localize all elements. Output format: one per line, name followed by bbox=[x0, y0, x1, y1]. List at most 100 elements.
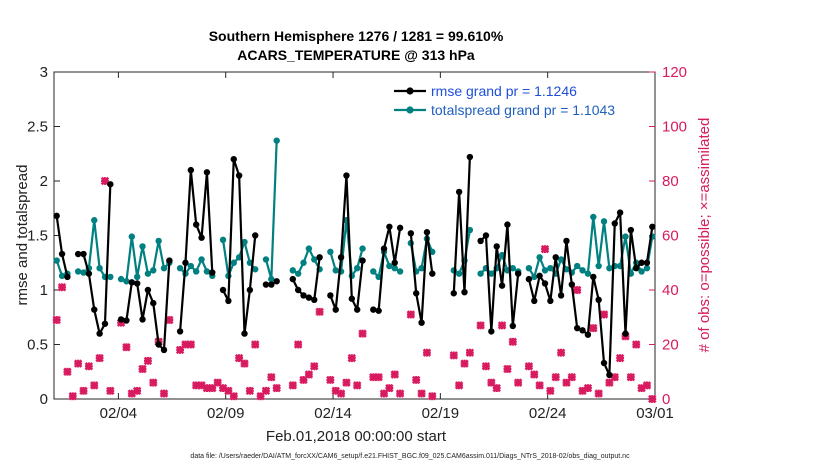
rmse-point bbox=[627, 226, 635, 234]
rmse-point bbox=[343, 172, 350, 179]
obs-marker bbox=[406, 310, 416, 319]
rmse-point bbox=[241, 330, 248, 337]
rmse-point bbox=[107, 181, 114, 188]
rmse-point bbox=[337, 254, 345, 261]
x-tick-label: 02/09 bbox=[207, 405, 245, 422]
obs-marker bbox=[122, 343, 131, 352]
totalspread-point bbox=[584, 270, 592, 277]
obs-marker bbox=[143, 356, 153, 366]
totalspread-point bbox=[230, 259, 237, 266]
rmse-point bbox=[150, 299, 157, 307]
rmse-point bbox=[252, 232, 259, 239]
rmse-point bbox=[316, 254, 323, 261]
obs-marker bbox=[310, 362, 319, 371]
totalspread-point bbox=[590, 213, 597, 221]
totalspread-point bbox=[477, 270, 484, 277]
rmse-point bbox=[643, 259, 651, 266]
y2-axis-label: # of obs: o=possible; ×=assimilated bbox=[696, 118, 713, 353]
rmse-point bbox=[123, 317, 130, 324]
rmse-point bbox=[230, 156, 237, 163]
obs-marker bbox=[52, 315, 61, 325]
legend-spread-label: totalspread grand pr = 1.1043 bbox=[431, 102, 615, 118]
obs-marker bbox=[57, 283, 67, 292]
obs-marker bbox=[567, 372, 577, 382]
obs-marker bbox=[261, 386, 271, 396]
rmse-point bbox=[289, 275, 296, 283]
x-tick-label: 02/19 bbox=[422, 405, 460, 422]
obs-marker bbox=[535, 381, 544, 390]
rmse-point bbox=[541, 280, 549, 287]
rmse-point bbox=[525, 275, 533, 283]
obs-marker bbox=[460, 359, 469, 368]
totalspread-point bbox=[643, 265, 651, 272]
totalspread-point bbox=[241, 238, 248, 246]
totalspread-point bbox=[74, 268, 82, 275]
obs-marker bbox=[513, 378, 523, 387]
rmse-point bbox=[606, 371, 613, 379]
rmse-series bbox=[53, 153, 656, 379]
obs-marker bbox=[417, 389, 426, 398]
totalspread-point bbox=[262, 256, 270, 263]
rmse-point bbox=[370, 306, 377, 313]
obs-marker bbox=[524, 362, 534, 371]
rmse-point bbox=[305, 294, 313, 301]
obs-marker bbox=[68, 392, 78, 401]
x-tick-label: 02/24 bbox=[529, 405, 567, 422]
rmse-point bbox=[128, 279, 136, 286]
totalspread-point bbox=[133, 273, 141, 281]
rmse-point bbox=[353, 306, 361, 313]
obs-marker bbox=[648, 394, 657, 404]
totalspread-point bbox=[139, 243, 146, 250]
totalspread-point bbox=[327, 248, 334, 256]
totalspread-point bbox=[155, 237, 162, 245]
rmse-point bbox=[235, 172, 243, 179]
obs-marker bbox=[84, 362, 94, 371]
totalspread-point bbox=[600, 218, 608, 225]
rmse-point bbox=[386, 223, 393, 230]
obs-marker bbox=[374, 372, 383, 382]
rmse-point bbox=[504, 221, 511, 228]
obs-marker bbox=[95, 353, 104, 363]
rmse-point bbox=[375, 307, 382, 314]
obs-marker bbox=[390, 370, 399, 379]
totalspread-point bbox=[396, 268, 404, 275]
obs-marker bbox=[347, 353, 357, 363]
rmse-point bbox=[219, 286, 227, 294]
rmse-point bbox=[101, 320, 109, 327]
y-tick-label: 0.5 bbox=[27, 337, 48, 354]
totalspread-point bbox=[638, 268, 645, 275]
rmse-point bbox=[616, 209, 624, 216]
rmse-point bbox=[622, 330, 629, 337]
obs-marker bbox=[149, 378, 158, 387]
obs-marker bbox=[454, 381, 464, 390]
x-tick-label: 02/14 bbox=[314, 405, 352, 422]
obs-marker bbox=[465, 348, 475, 357]
totalspread-point bbox=[595, 262, 602, 270]
totalspread-point bbox=[198, 256, 205, 263]
rmse-point bbox=[423, 229, 431, 236]
totalspread-point bbox=[488, 270, 495, 277]
rmse-point bbox=[461, 288, 468, 296]
rmse-point bbox=[246, 286, 254, 294]
obs-marker bbox=[589, 323, 598, 333]
rmse-point bbox=[64, 273, 71, 281]
obs-marker bbox=[90, 381, 99, 390]
totalspread-point bbox=[203, 268, 211, 275]
obs-marker bbox=[304, 370, 314, 379]
x-tick-label: 02/04 bbox=[100, 405, 138, 422]
legend-spread-marker bbox=[406, 106, 414, 114]
totalspread-point bbox=[219, 236, 227, 244]
rmse-point bbox=[563, 237, 570, 245]
obs-marker bbox=[342, 378, 351, 387]
obs-marker bbox=[556, 348, 566, 357]
y2-tick-label: 60 bbox=[662, 228, 679, 245]
obs-marker bbox=[132, 386, 142, 396]
obs-marker bbox=[492, 383, 501, 393]
totalspread-point bbox=[268, 275, 275, 283]
totalspread-point bbox=[117, 275, 125, 283]
obs-marker bbox=[497, 321, 507, 330]
chart-subtitle: ACARS_TEMPERATURE @ 313 hPa bbox=[237, 47, 475, 63]
obs-marker bbox=[256, 392, 265, 401]
obs-marker bbox=[428, 392, 437, 401]
